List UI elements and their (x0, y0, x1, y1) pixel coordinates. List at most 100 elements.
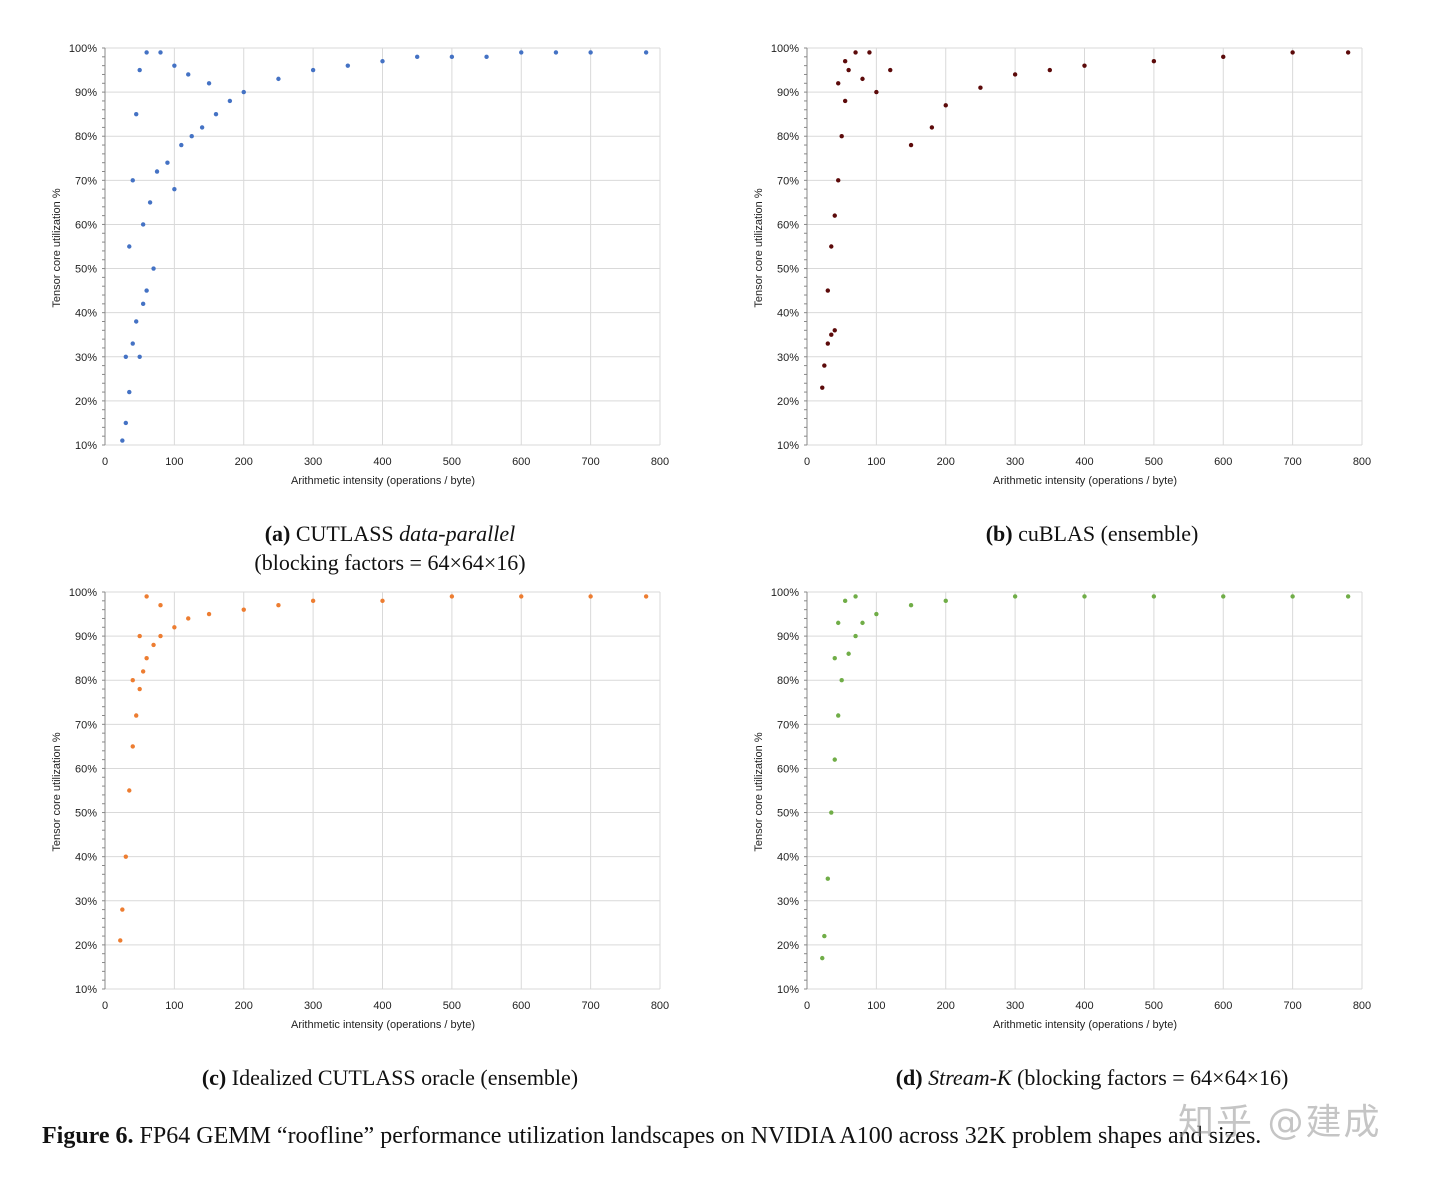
x-tick-label: 800 (1353, 456, 1371, 468)
data-point (144, 288, 149, 293)
y-tick-label: 30% (777, 352, 799, 364)
data-point (943, 103, 948, 108)
data-point (836, 620, 841, 626)
y-tick-label: 50% (75, 264, 97, 276)
x-tick-label: 100 (867, 1000, 885, 1012)
data-point (825, 876, 831, 881)
data-point (1221, 594, 1226, 599)
data-point (832, 757, 837, 762)
data-point (846, 651, 851, 656)
data-point (853, 594, 858, 599)
y-tick-label: 20% (75, 940, 97, 952)
caption-b-label: (b) (985, 521, 1013, 546)
data-point (1082, 63, 1087, 68)
y-tick-label: 70% (75, 719, 97, 731)
points-a (120, 50, 649, 443)
data-point (134, 713, 139, 718)
data-point (127, 244, 132, 249)
data-point (853, 50, 858, 55)
y-tick-label: 80% (777, 131, 799, 143)
y-axis-title-c: Tensor core utilization % (51, 732, 63, 851)
y-tick-label: 60% (75, 763, 97, 775)
data-point (123, 354, 129, 359)
data-point (151, 642, 156, 648)
data-point (839, 678, 844, 683)
data-point (553, 50, 559, 55)
data-point (829, 244, 834, 249)
data-point (1082, 594, 1087, 599)
chart-svg-b: 10% 20% 30% 40% 50% 60% 70% 80% 90% 100% 0 100 200 30… (753, 43, 1371, 487)
data-point (978, 85, 983, 90)
x-tick-label: 700 (1283, 456, 1301, 468)
y-tick-label: 30% (777, 896, 799, 908)
data-point (588, 594, 593, 599)
data-point (908, 142, 914, 148)
data-point (310, 67, 316, 73)
y-tick-label: 40% (777, 852, 799, 864)
chart-panel-d: 10% 20% 30% 40% 50% 60% 70% 80% 90% 100% 0 100 200 30… (742, 574, 1440, 1044)
data-point (1012, 594, 1018, 599)
data-point (822, 363, 827, 368)
data-point (186, 72, 191, 77)
x-tick-label: 700 (581, 456, 599, 468)
caption-a-text: CUTLASS (295, 521, 394, 546)
data-point (874, 89, 879, 95)
x-tick-label: 500 (443, 456, 461, 468)
x-tick-label: 500 (443, 1000, 461, 1012)
data-point (137, 633, 142, 639)
y-tick-label: 40% (777, 308, 799, 320)
grid-a (102, 47, 661, 446)
y-tick-label: 30% (75, 352, 97, 364)
data-point (227, 98, 233, 104)
data-point (643, 594, 649, 599)
data-point (130, 744, 135, 749)
data-point (846, 67, 851, 73)
data-point (484, 54, 489, 60)
data-point (241, 607, 246, 612)
data-point (860, 76, 865, 82)
data-point (1290, 50, 1295, 55)
data-point (140, 222, 146, 227)
points-c (118, 594, 649, 943)
data-point (380, 59, 385, 64)
caption-a-italic: data-parallel (399, 521, 516, 546)
data-point (154, 169, 160, 174)
data-point (186, 616, 191, 621)
grid-c (102, 591, 661, 990)
y-tick-label: 90% (777, 87, 799, 99)
data-point (867, 50, 872, 55)
data-point (189, 134, 194, 139)
data-point (213, 111, 219, 117)
data-point (140, 301, 146, 307)
data-point (130, 678, 135, 683)
data-point (860, 620, 865, 626)
data-point (1290, 594, 1295, 599)
data-point (206, 81, 212, 86)
data-point (1012, 72, 1018, 77)
data-point (144, 50, 149, 55)
x-tick-label: 400 (373, 1000, 391, 1012)
x-tick-label: 800 (651, 456, 669, 468)
data-point (144, 594, 149, 599)
data-point (449, 594, 455, 599)
figure-caption: Figure 6. FP64 GEMM “roofline” performan… (42, 1123, 1422, 1150)
x-tick-label: 300 (304, 1000, 322, 1012)
y-tick-label: 100% (771, 43, 799, 55)
caption-d: (d) Stream-K (blocking factors = 64×64×1… (742, 1063, 1440, 1092)
x-tick-label: 0 (102, 1000, 108, 1012)
x-tick-label: 200 (235, 456, 253, 468)
x-tick-label: 400 (373, 456, 391, 468)
figure-label: Figure 6. (42, 1123, 134, 1149)
data-point (137, 67, 142, 73)
data-point (1151, 59, 1157, 64)
data-point (825, 341, 831, 346)
data-point (836, 81, 841, 86)
y-tick-label: 80% (75, 131, 97, 143)
y-tick-label: 100% (69, 587, 97, 599)
chart-svg-c: 10% 20% 30% 40% 50% 60% 70% 80% 90% 100% 0 100 200 30… (51, 587, 669, 1031)
y-tick-label: 90% (75, 631, 97, 643)
y-tick-label: 90% (75, 87, 97, 99)
data-point (199, 125, 205, 130)
data-point (829, 810, 834, 815)
data-point (839, 134, 844, 139)
